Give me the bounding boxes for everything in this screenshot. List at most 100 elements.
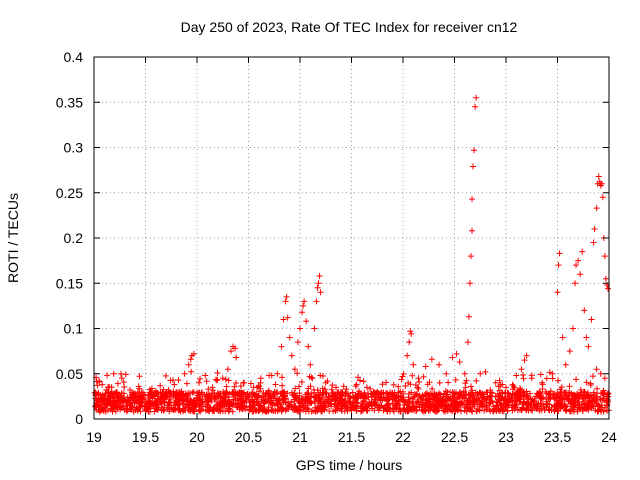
data-point <box>113 389 120 396</box>
data-point <box>555 262 562 269</box>
data-point <box>402 398 409 405</box>
data-point <box>514 407 521 414</box>
data-point <box>566 348 573 355</box>
x-tick-label: 20 <box>189 429 205 445</box>
data-point <box>443 401 450 408</box>
data-point <box>183 398 190 405</box>
data-point <box>602 275 609 282</box>
data-point <box>155 404 162 411</box>
data-point <box>575 257 582 264</box>
data-point <box>585 399 592 406</box>
data-point <box>186 401 193 408</box>
data-point <box>479 398 486 405</box>
data-point <box>472 103 479 110</box>
data-point <box>171 399 178 406</box>
data-point <box>175 407 182 414</box>
data-point <box>341 408 348 415</box>
data-point <box>272 381 279 388</box>
data-point <box>140 391 147 398</box>
data-point <box>473 94 480 101</box>
data-point <box>415 375 422 382</box>
data-point <box>202 372 209 379</box>
data-point <box>404 352 411 359</box>
data-point <box>227 348 234 355</box>
data-point <box>300 302 307 309</box>
grid <box>94 57 609 419</box>
data-point <box>135 383 142 390</box>
data-point <box>278 374 285 381</box>
data-point <box>137 408 144 415</box>
data-point <box>574 408 581 415</box>
data-point <box>357 393 364 400</box>
data-point <box>252 407 259 414</box>
data-point <box>188 368 195 375</box>
data-point <box>470 163 477 170</box>
data-point <box>497 395 504 402</box>
data-point <box>368 400 375 407</box>
data-point <box>166 390 173 397</box>
data-point <box>593 205 600 212</box>
data-point <box>546 392 553 399</box>
data-point <box>311 325 318 332</box>
data-point <box>316 273 323 280</box>
x-tick-label: 19 <box>86 429 102 445</box>
data-point <box>501 406 508 413</box>
data-point <box>314 387 321 394</box>
data-point <box>242 393 249 400</box>
data-point <box>583 405 590 412</box>
data-point <box>313 298 320 305</box>
data-point <box>487 399 494 406</box>
data-point <box>296 383 303 390</box>
data-point <box>121 397 128 404</box>
data-point <box>114 380 121 387</box>
data-point <box>556 399 563 406</box>
data-point <box>375 390 382 397</box>
data-point <box>489 408 496 415</box>
data-point <box>284 314 291 321</box>
data-point <box>521 357 528 364</box>
data-point <box>471 393 478 400</box>
data-point <box>392 393 399 400</box>
data-point <box>269 400 276 407</box>
data-point <box>124 405 131 412</box>
data-point <box>574 391 581 398</box>
data-point <box>604 285 611 292</box>
data-point <box>473 377 480 384</box>
data-point <box>190 406 197 413</box>
data-point <box>300 406 307 413</box>
data-point <box>158 407 165 414</box>
data-point <box>396 405 403 412</box>
data-point <box>251 396 258 403</box>
data-point <box>359 400 366 407</box>
data-point <box>236 391 243 398</box>
data-point <box>342 391 349 398</box>
data-point <box>491 407 498 414</box>
data-point <box>279 382 286 389</box>
data-point <box>114 405 121 412</box>
data-point <box>226 405 233 412</box>
data-point <box>592 398 599 405</box>
data-point <box>258 394 265 401</box>
data-point <box>181 370 188 377</box>
data-point <box>469 227 476 234</box>
data-point <box>166 389 173 396</box>
data-point <box>597 370 604 377</box>
data-point <box>194 390 201 397</box>
axis-ticks <box>93 56 610 420</box>
data-point <box>496 387 503 394</box>
x-tick-label: 23.5 <box>544 429 571 445</box>
data-point <box>433 405 440 412</box>
data-point <box>461 370 468 377</box>
data-point <box>343 405 350 412</box>
data-point <box>517 385 524 392</box>
data-point <box>406 399 413 406</box>
data-point <box>266 393 273 400</box>
data-point <box>160 396 167 403</box>
data-point <box>519 372 526 379</box>
data-point <box>277 404 284 411</box>
data-point <box>461 407 468 414</box>
data-point <box>157 382 164 389</box>
data-point <box>574 399 581 406</box>
data-point <box>561 389 568 396</box>
data-point <box>468 392 475 399</box>
